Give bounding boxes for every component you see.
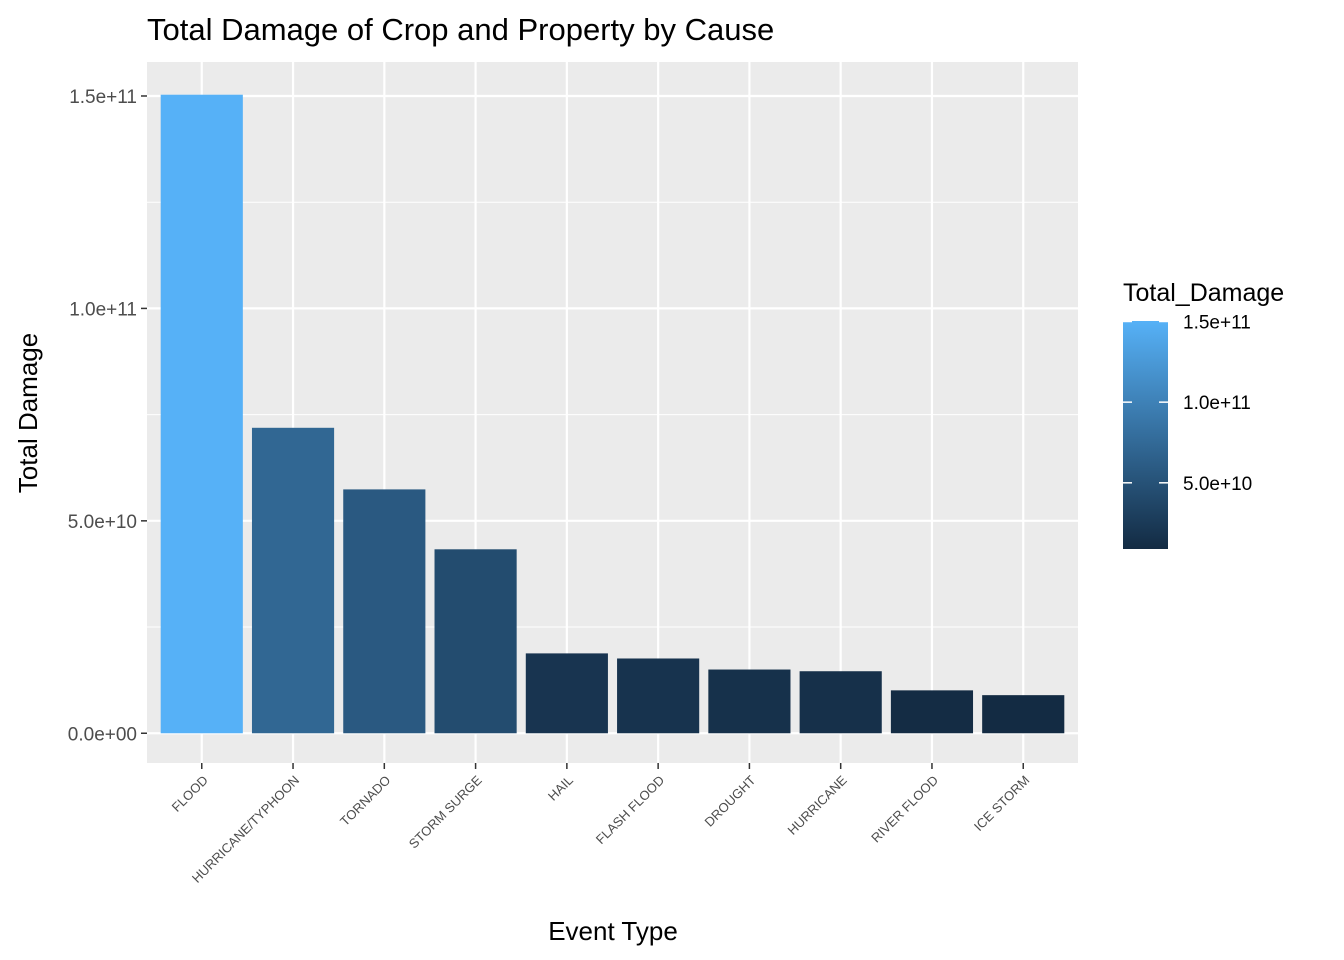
x-axis-title: Event Type: [548, 916, 678, 946]
legend-label: 1.5e+11: [1183, 312, 1251, 333]
bar: [890, 690, 974, 734]
x-tick-label: STORM SURGE: [406, 772, 485, 851]
y-axis: 0.0e+00 5.0e+10 1.0e+11 1.5e+11: [68, 87, 147, 745]
legend-label: 1.0e+11: [1183, 393, 1251, 414]
legend: Total_Damage 5.0e+10 1.0e+11 1.5e+11: [1123, 279, 1284, 549]
legend-colorbar: [1123, 321, 1168, 549]
bars: [160, 94, 1065, 734]
legend-title: Total_Damage: [1123, 279, 1284, 307]
legend-label: 5.0e+10: [1183, 474, 1252, 495]
y-axis-title: Total Damage: [13, 333, 43, 493]
bar: [525, 653, 608, 734]
chart-title: Total Damage of Crop and Property by Cau…: [147, 12, 774, 47]
x-tick-label: HURRICANE: [785, 772, 850, 837]
bar: [708, 669, 791, 734]
x-tick-label: FLASH FLOOD: [593, 773, 667, 847]
y-tick-label: 0.0e+00: [68, 724, 137, 745]
bar: [982, 695, 1065, 734]
y-tick-label: 5.0e+10: [68, 512, 137, 533]
legend-ticks: 5.0e+10 1.0e+11 1.5e+11: [1123, 312, 1252, 495]
x-tick-label: HAIL: [545, 773, 576, 804]
x-tick-label: FLOOD: [169, 773, 211, 815]
bar: [160, 94, 243, 734]
y-tick-label: 1.5e+11: [69, 87, 137, 108]
x-tick-label: TORNADO: [337, 773, 393, 829]
bar: [251, 427, 335, 734]
bar: [799, 671, 882, 734]
x-tick-label: ICE STORM: [971, 773, 1033, 835]
x-tick-label: RIVER FLOOD: [868, 773, 941, 846]
bar: [434, 549, 517, 734]
y-tick-label: 1.0e+11: [69, 299, 137, 320]
x-tick-label: DROUGHT: [701, 772, 758, 829]
x-tick-label: HURRICANE/TYPHOON: [189, 773, 302, 886]
bar: [617, 658, 700, 734]
bar: [343, 489, 426, 734]
